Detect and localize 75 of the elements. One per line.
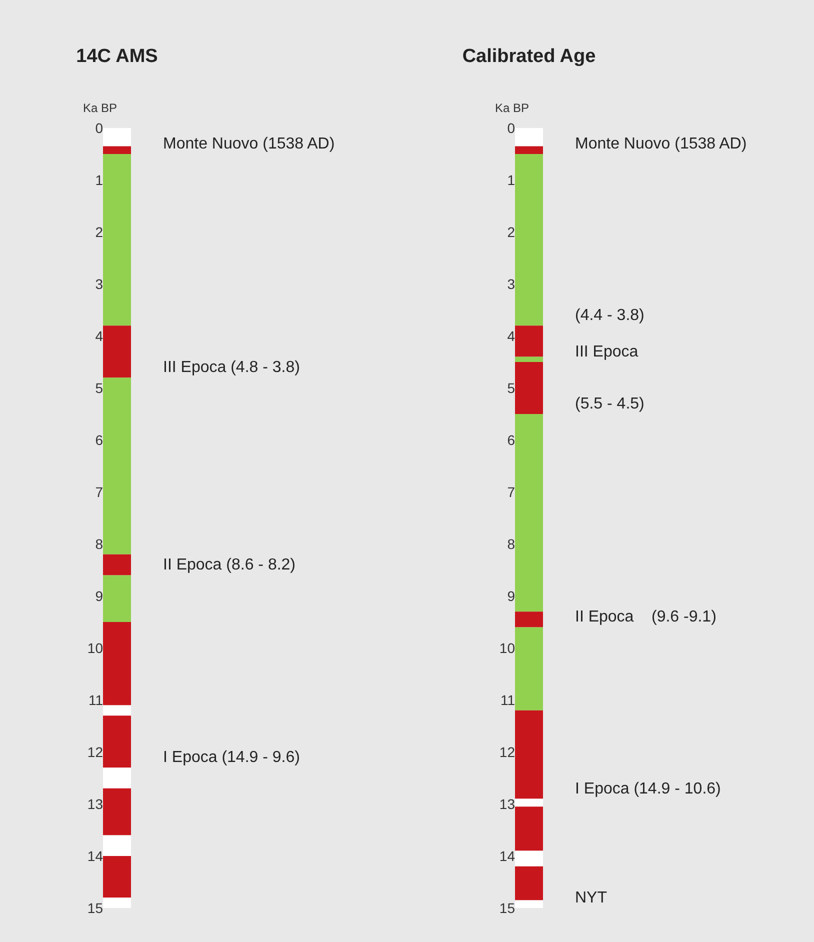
y-tick-label: 10: [87, 640, 104, 656]
y2-tick-label: 9: [507, 588, 516, 604]
bar: [103, 154, 131, 326]
y-tick-label: 1: [95, 172, 104, 188]
annotation: II Epoca (9.6 -9.1): [575, 608, 716, 626]
y-tick-label: 4: [95, 328, 104, 344]
bar: [103, 326, 131, 378]
y2-tick-label: 2: [507, 224, 516, 240]
annotation: (5.5 - 4.5): [575, 396, 644, 412]
annotation: I Epoca (14.9 - 10.6): [575, 780, 721, 798]
y-axis-title: Ka BP: [82, 101, 117, 115]
annotation: Monte Nuovo (1538 AD): [163, 136, 335, 152]
bar: [515, 612, 543, 628]
annotation: II Epoca (8.6 - 8.2): [163, 556, 296, 574]
bar: [103, 378, 131, 554]
x-tick-label: 14C AMS: [76, 46, 158, 67]
bar: [515, 806, 543, 851]
y2-axis-title: Ka BP: [494, 101, 529, 115]
bar: [103, 768, 131, 788]
x-tick-label: Calibrated Age: [462, 46, 596, 67]
y-tick-label: 6: [95, 432, 104, 448]
bar: [515, 128, 543, 146]
bar: [515, 326, 543, 357]
bar: [515, 146, 543, 154]
y-tick-label: 7: [95, 484, 104, 500]
bar: [515, 850, 543, 866]
y-tick-label: 5: [95, 380, 104, 396]
bar: [515, 154, 543, 326]
annotation: NYT: [575, 890, 608, 906]
annotation: III Epoca: [575, 344, 638, 360]
y-tick-label: 15: [87, 900, 104, 916]
bar: [103, 716, 131, 768]
y-tick-label: 2: [95, 224, 104, 240]
y-tick-label: 3: [95, 276, 104, 292]
y-tick-label: 11: [88, 692, 104, 708]
bar: [515, 798, 543, 807]
bar: [103, 146, 131, 154]
bar: [515, 356, 543, 362]
y-tick-label: 9: [95, 588, 104, 604]
bar: [103, 856, 131, 898]
y2-tick-label: 7: [507, 484, 516, 500]
y2-tick-label: 13: [499, 796, 516, 812]
y2-tick-label: 5: [507, 380, 516, 396]
y-tick-label: 14: [87, 848, 104, 864]
bar: [515, 414, 543, 612]
bar: [103, 575, 131, 622]
bar: [103, 788, 131, 836]
annotation: Monte Nuovo (1538 AD): [575, 136, 747, 152]
annotation: (4.4 - 3.8): [575, 307, 644, 324]
y2-tick-label: 1: [507, 172, 516, 188]
bar: [103, 622, 131, 706]
y-tick-label: 8: [95, 536, 104, 552]
bar: [515, 710, 543, 799]
annotation: I Epoca (14.9 - 9.6): [163, 749, 300, 766]
y-tick-label: 0: [95, 120, 104, 136]
bar: [103, 554, 131, 576]
bar: [103, 835, 131, 856]
y2-tick-label: 0: [507, 120, 516, 136]
y2-tick-label: 8: [507, 536, 516, 552]
y2-tick-label: 12: [499, 744, 516, 760]
y2-tick-label: 14: [499, 848, 516, 864]
bar: [103, 898, 131, 908]
annotation: III Epoca (4.8 - 3.8): [163, 359, 300, 376]
y2-tick-label: 4: [507, 328, 516, 344]
bar: [515, 362, 543, 414]
y2-tick-label: 6: [507, 432, 516, 448]
y2-tick-label: 10: [499, 640, 516, 656]
y2-tick-label: 3: [507, 276, 516, 292]
bar: [103, 128, 131, 146]
y2-tick-label: 11: [500, 692, 516, 708]
bar: [515, 900, 543, 908]
bar: [515, 866, 543, 900]
y-tick-label: 12: [87, 744, 104, 760]
y-tick-label: 13: [87, 796, 104, 812]
y2-tick-label: 15: [499, 900, 516, 916]
